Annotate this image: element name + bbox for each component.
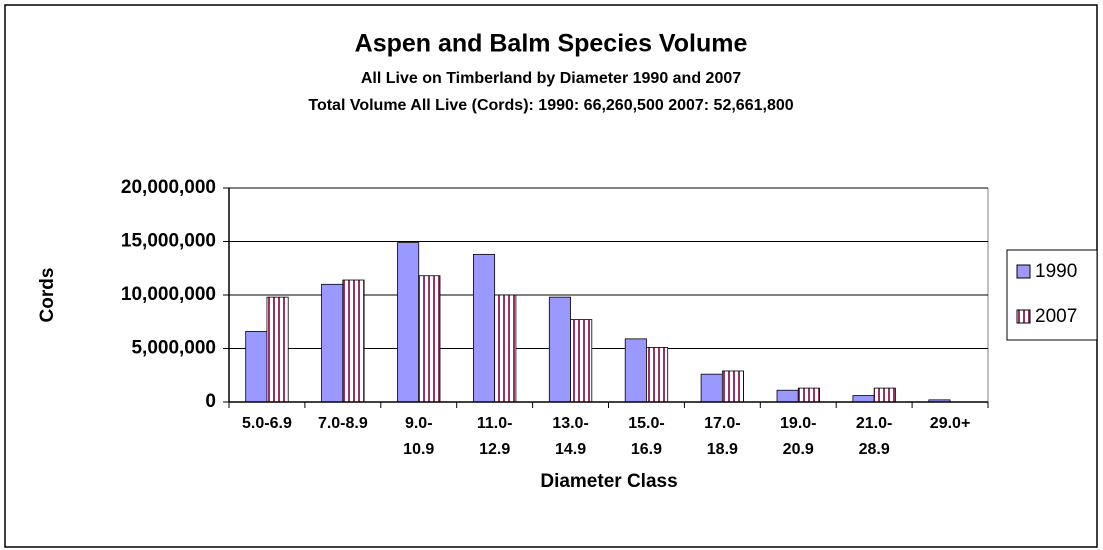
x-tick-label: 5.0-6.9 [242, 415, 292, 432]
bar [494, 294, 517, 403]
legend-swatch [1016, 309, 1031, 324]
bar [548, 296, 571, 403]
legend-swatch [1016, 264, 1031, 279]
bar [700, 373, 723, 403]
chart-subtitle: Total Volume All Live (Cords): 1990: 66,… [308, 97, 793, 114]
bar [418, 275, 441, 403]
bar [624, 338, 647, 403]
legend-label: 1990 [1035, 261, 1077, 282]
bar [245, 330, 268, 403]
y-tick-label: 15,000,000 [121, 231, 216, 252]
bar [472, 253, 496, 403]
x-tick-label: 9.0-10.9 [403, 415, 434, 458]
chart-border [4, 4, 1098, 548]
bar [852, 395, 875, 403]
bar [721, 370, 745, 403]
bar [646, 347, 669, 403]
bar [873, 387, 896, 403]
y-tick-label: 0 [205, 391, 216, 412]
bar [776, 389, 799, 403]
y-tick-label: 20,000,000 [121, 177, 216, 198]
x-tick-label: 13.0-14.9 [552, 415, 588, 458]
x-tick-label: 19.0-20.9 [780, 415, 816, 458]
bar [570, 319, 593, 403]
bar [342, 279, 365, 403]
x-axis-title: Diameter Class [540, 471, 677, 492]
x-tick-label: 29.0+ [930, 415, 970, 432]
x-tick-label: 7.0-8.9 [318, 415, 368, 432]
chart-subtitle: All Live on Timberland by Diameter 1990 … [361, 70, 741, 87]
bar [321, 283, 344, 403]
x-tick-label: 17.0-18.9 [704, 415, 740, 458]
y-axis-title: Cords [37, 268, 58, 323]
bar [397, 242, 420, 403]
bar [797, 387, 820, 403]
x-tick-label: 11.0-12.9 [477, 415, 513, 458]
y-tick-label: 10,000,000 [121, 284, 216, 305]
legend-label: 2007 [1035, 306, 1077, 327]
bar [266, 296, 289, 403]
y-tick-label: 5,000,000 [131, 338, 216, 359]
x-tick-label: 15.0-16.9 [628, 415, 664, 458]
chart-title: Aspen and Balm Species Volume [355, 30, 748, 58]
x-tick-label: 21.0-28.9 [856, 415, 892, 458]
